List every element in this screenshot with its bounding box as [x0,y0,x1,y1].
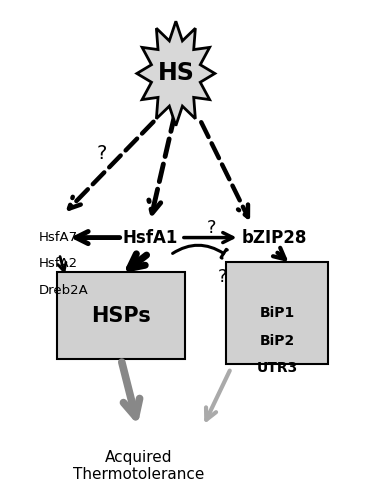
Text: HsfA2: HsfA2 [39,258,78,270]
Polygon shape [137,22,215,126]
Text: ?: ? [218,268,227,286]
FancyBboxPatch shape [57,272,185,360]
Text: HsfA1: HsfA1 [122,228,178,246]
Text: UTR3: UTR3 [257,361,298,375]
Text: Acquired
Thermotolerance: Acquired Thermotolerance [73,450,205,482]
Text: HsfA7a: HsfA7a [39,231,86,244]
Text: ?: ? [206,218,216,236]
Text: HS: HS [157,62,194,86]
Text: BiP1: BiP1 [260,306,295,320]
Text: ?: ? [96,144,107,163]
FancyBboxPatch shape [226,262,328,364]
FancyArrowPatch shape [173,245,227,258]
Text: Dreb2A: Dreb2A [39,284,88,297]
Text: bZIP28: bZIP28 [242,228,307,246]
Text: BiP2: BiP2 [260,334,295,347]
Text: HSPs: HSPs [91,306,151,326]
